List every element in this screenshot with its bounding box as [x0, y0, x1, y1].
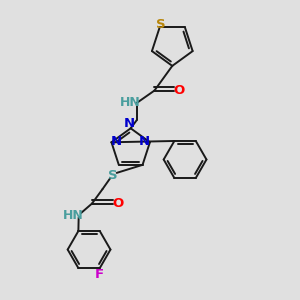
Text: HN: HN — [120, 96, 140, 109]
Text: HN: HN — [63, 209, 84, 223]
Text: S: S — [108, 169, 118, 182]
Text: O: O — [173, 84, 185, 97]
Text: N: N — [139, 135, 150, 148]
Text: O: O — [112, 197, 124, 210]
Text: N: N — [111, 135, 122, 148]
Text: N: N — [124, 117, 135, 130]
Text: F: F — [95, 268, 104, 281]
Text: S: S — [156, 18, 166, 31]
